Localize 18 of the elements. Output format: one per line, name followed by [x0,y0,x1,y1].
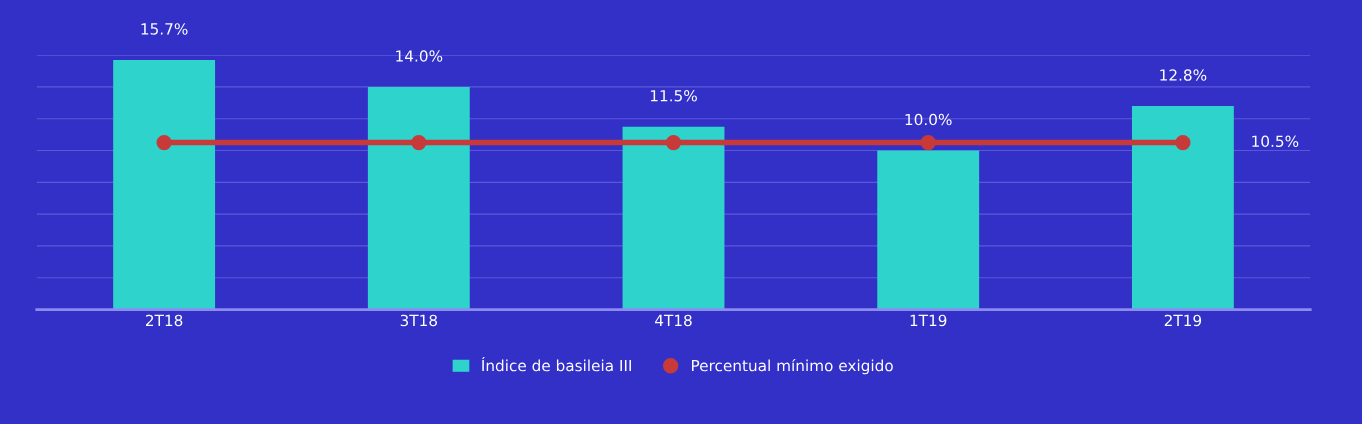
bar [113,59,216,310]
data-label: 15.7% [141,23,188,35]
legend-label: Índice de basileia III [482,356,631,372]
x-tick-label: 4T18 [655,314,692,327]
x-tick-label: 2T19 [1164,314,1202,327]
bar [1131,106,1234,310]
annotation: 10.5% [1252,135,1299,147]
data-label: 14.0% [396,50,443,62]
x-tick-label: 2T18 [145,314,183,327]
bar [367,86,470,310]
legend-label: Percentual mínimo exigido [692,358,893,375]
data-label: 12.8% [1160,69,1207,81]
data-label: 10.0% [905,113,952,126]
x-tick-label: 1T19 [910,314,947,327]
data-label: 11.5% [650,89,697,102]
x-tick-label: 3T18 [400,314,438,327]
bar [877,150,980,310]
bar [622,126,725,310]
